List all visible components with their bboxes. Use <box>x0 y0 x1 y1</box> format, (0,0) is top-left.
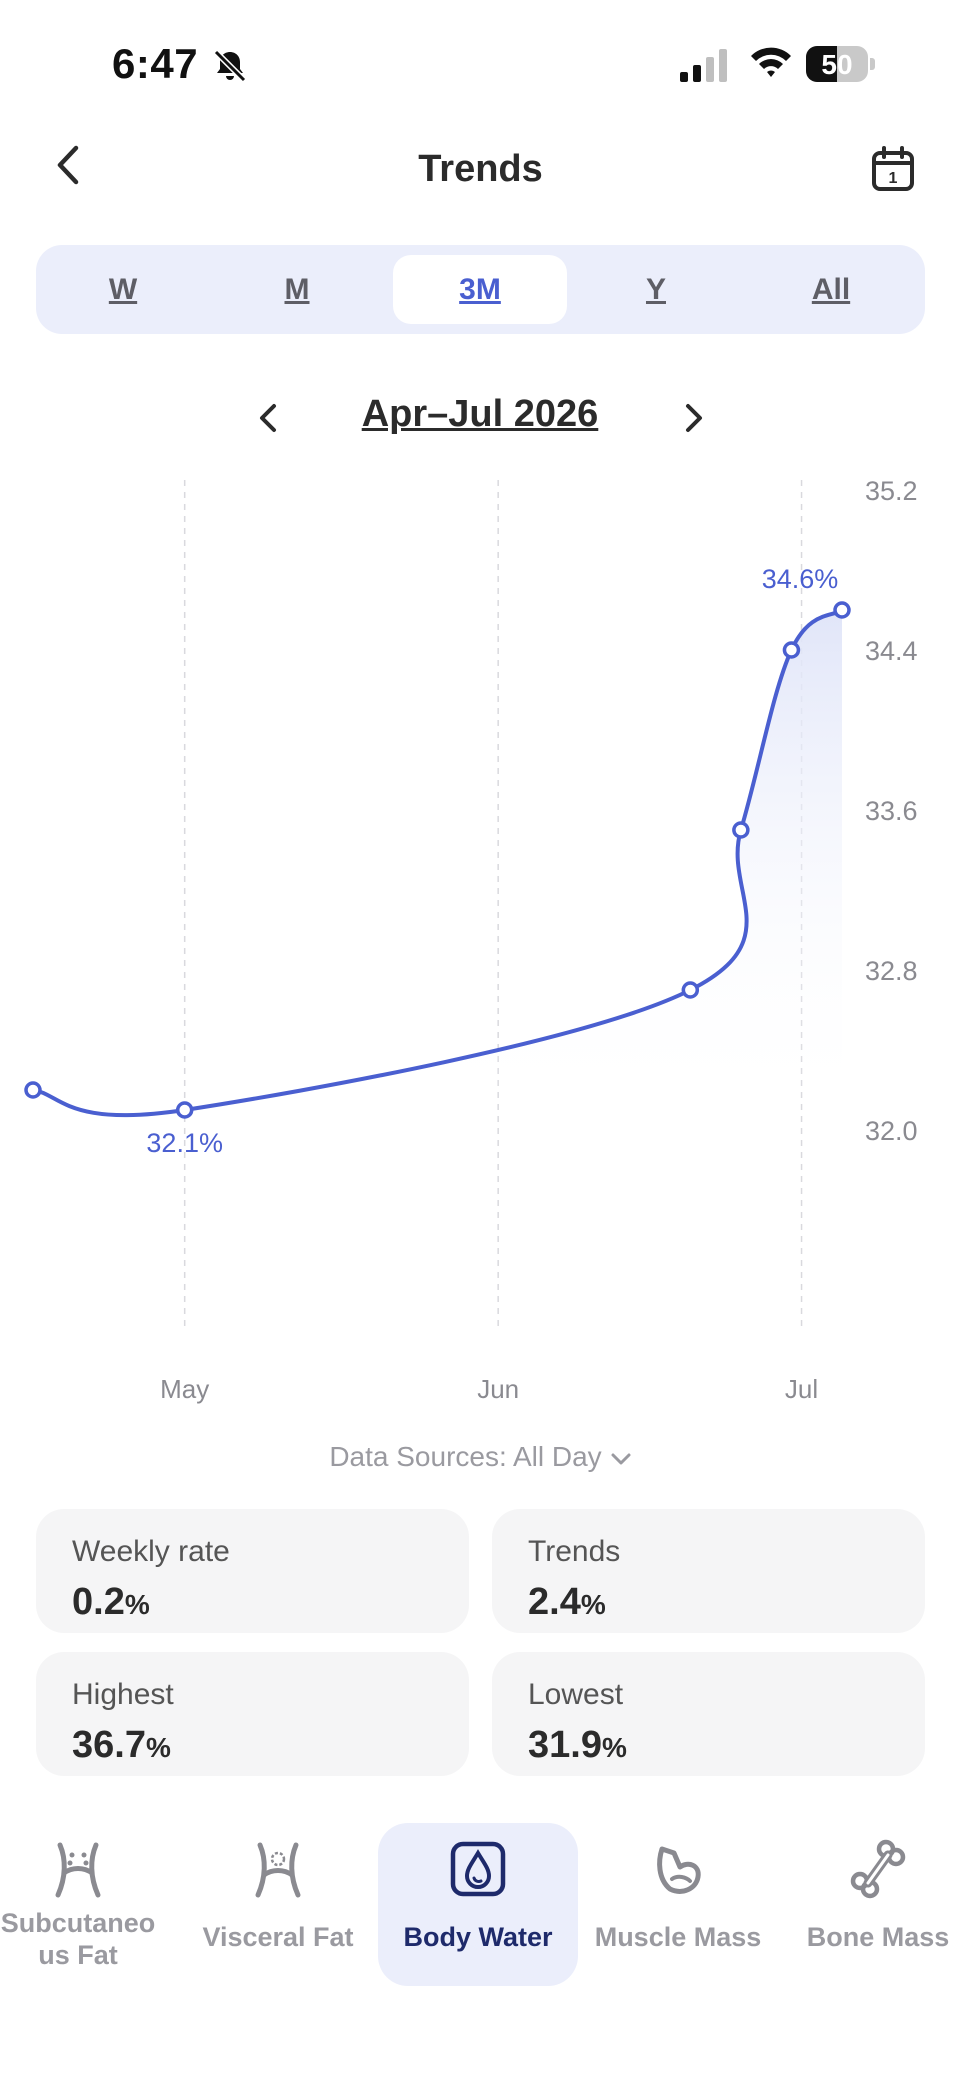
weekly-rate-card: Weekly rate 0.2% <box>36 1509 469 1633</box>
data-sources-label: Data Sources: All Day <box>329 1441 602 1472</box>
data-sources-dropdown[interactable]: Data Sources: All Day <box>0 1441 961 1473</box>
data-point <box>782 641 801 659</box>
metric-tab-bone-mass[interactable]: Bone Mass <box>778 1823 961 1986</box>
tab-week[interactable]: W <box>108 273 138 306</box>
next-range-button[interactable] <box>672 398 712 438</box>
weekly-rate-value: 0.2% <box>72 1581 150 1623</box>
lowest-card: Lowest 31.9% <box>492 1652 925 1776</box>
status-time: 6:47 <box>112 40 199 87</box>
tab-month[interactable]: M <box>284 273 310 306</box>
lowest-label: Lowest <box>528 1678 624 1711</box>
chevron-down-icon <box>611 1453 631 1465</box>
status-bar: 6:47 50 <box>0 0 961 120</box>
data-point <box>833 601 851 619</box>
period-segmented-control: W M 3M Y All <box>36 245 925 334</box>
body-water-trend-chart[interactable]: May Jun Jul 35.2 34.4 33.6 32.8 32.0 32.1% 34.6% <box>0 460 961 1420</box>
trends-label: Trends <box>528 1535 621 1568</box>
y-tick-label: 32.8 <box>865 956 918 986</box>
data-point <box>681 981 700 999</box>
y-tick-label: 34.4 <box>865 636 918 666</box>
data-label: 32.1% <box>146 1128 223 1158</box>
page-title: Trends <box>418 148 543 190</box>
area-fill <box>33 610 842 1116</box>
data-point <box>732 821 750 839</box>
metric-tab-body-water[interactable]: Body Water <box>378 1823 578 1986</box>
bell-muted-icon <box>213 49 247 83</box>
y-tick-label: 33.6 <box>865 796 918 826</box>
trends-value: 2.4% <box>528 1581 606 1623</box>
metric-tab-visceral-fat[interactable]: Visceral Fat <box>178 1823 378 1986</box>
visceral-fat-icon <box>255 1842 301 1898</box>
svg-text:1: 1 <box>889 170 898 187</box>
tab-all[interactable]: All <box>811 273 851 306</box>
trend-line <box>31 608 844 1118</box>
data-label: 34.6% <box>762 564 839 594</box>
weekly-rate-label: Weekly rate <box>72 1535 230 1568</box>
tab-3-months[interactable]: 3M <box>393 255 567 324</box>
data-point <box>175 1101 194 1119</box>
trends-card: Trends 2.4% <box>492 1509 925 1633</box>
battery-fill <box>806 46 837 82</box>
metric-label: Bone Mass <box>806 1922 950 1952</box>
bone-icon <box>850 1839 906 1899</box>
calendar-icon[interactable]: 1 <box>868 144 918 194</box>
metric-tab-muscle-mass[interactable]: Muscle Mass <box>578 1823 778 1986</box>
wifi-icon <box>751 47 791 77</box>
back-button[interactable] <box>44 140 94 190</box>
highest-card: Highest 36.7% <box>36 1652 469 1776</box>
metric-label: Muscle Mass <box>594 1922 762 1952</box>
highest-label: Highest <box>72 1678 174 1711</box>
date-range-label[interactable]: Apr–Jul 2026 <box>361 393 599 435</box>
previous-range-button[interactable] <box>250 398 290 438</box>
subcutaneous-fat-icon <box>55 1842 101 1898</box>
x-tick-label: May <box>160 1374 209 1404</box>
tab-year[interactable]: Y <box>645 273 666 306</box>
y-tick-label: 35.2 <box>865 476 918 506</box>
metric-tab-subcutaneous-fat[interactable]: Subcutaneo us Fat <box>0 1823 178 1986</box>
muscle-icon <box>657 1846 701 1894</box>
water-drop-icon <box>450 1841 506 1897</box>
lowest-value: 31.9% <box>528 1724 627 1766</box>
y-tick-label: 32.0 <box>865 1116 918 1146</box>
x-tick-label: Jul <box>785 1374 818 1404</box>
metric-label: Subcutaneo us Fat <box>0 1908 156 1970</box>
battery-indicator: 50 <box>806 46 876 82</box>
metric-label: Body Water <box>403 1922 553 1952</box>
highest-value: 36.7% <box>72 1724 171 1766</box>
data-point <box>24 1081 42 1099</box>
metric-label: Visceral Fat <box>202 1922 354 1952</box>
cellular-signal-icon <box>680 49 727 82</box>
x-tick-label: Jun <box>477 1374 519 1404</box>
